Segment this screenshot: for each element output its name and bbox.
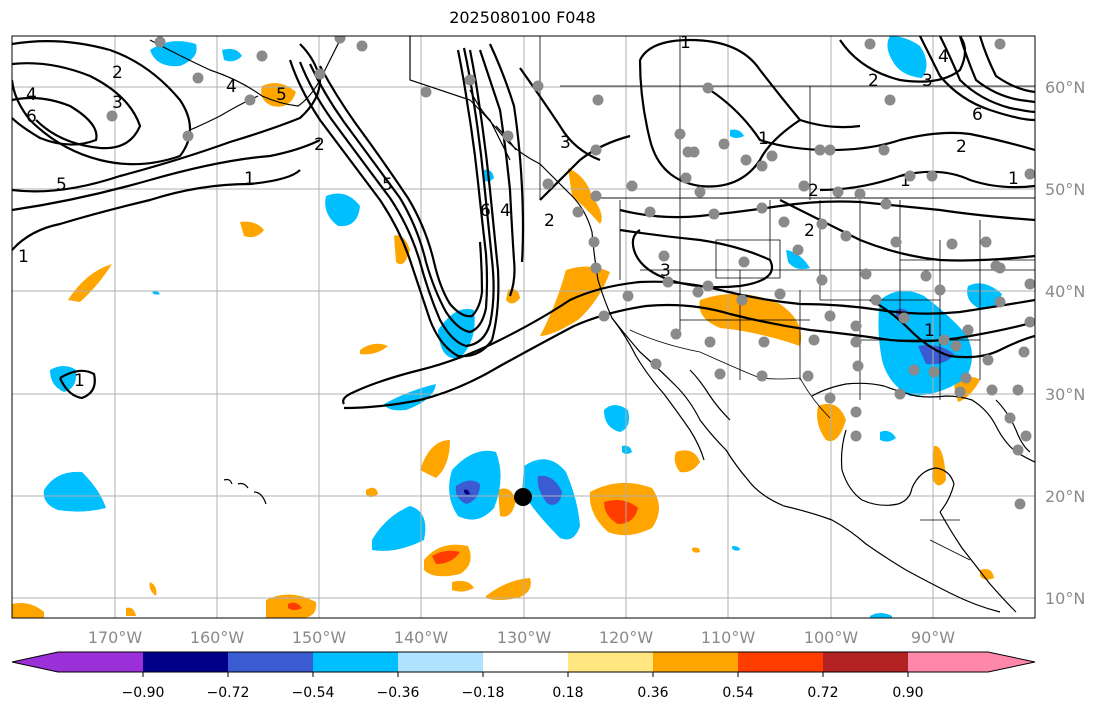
lat-tick-label: 20°N <box>1045 487 1085 506</box>
contour-label: 1 <box>18 247 29 267</box>
colorbar-segment <box>313 652 398 672</box>
contour-label: 2 <box>544 211 555 231</box>
lat-tick-label: 40°N <box>1045 282 1085 301</box>
contour-label: 4 <box>226 77 237 97</box>
contour-label: 3 <box>660 261 671 281</box>
colorbar-tick-label: −0.54 <box>292 685 335 701</box>
lon-tick-label: 120°W <box>599 628 654 647</box>
colorbar-segment <box>568 652 653 672</box>
colorbar-segment <box>58 652 143 672</box>
contour-label: 4 <box>26 85 37 105</box>
contour-label: 4 <box>500 201 511 221</box>
colorbar-segment <box>143 652 228 672</box>
contour-label: 3 <box>560 133 571 153</box>
colorbar-segment <box>12 652 58 672</box>
contour-label: 2 <box>868 71 879 91</box>
colorbar-segment <box>228 652 313 672</box>
contour-label: 5 <box>276 85 287 105</box>
contour-label: 4 <box>938 47 949 67</box>
colorbar-segment <box>988 652 1035 672</box>
lon-tick-label: 130°W <box>497 628 552 647</box>
lat-tick-label: 10°N <box>1045 589 1085 608</box>
colorbar-segment <box>483 652 568 672</box>
storm-center-marker <box>514 488 532 506</box>
lat-tick-label: 30°N <box>1045 385 1085 404</box>
contour-label: 6 <box>26 107 37 127</box>
lon-tick-label: 140°W <box>394 628 449 647</box>
contour-labels: 2 4 3 6 5 1 5 2 4 5 1 1 6 4 2 3 1 2 2 3 … <box>18 33 1019 391</box>
colorbar-segment <box>908 652 988 672</box>
colorbar-tick-label: −0.18 <box>462 685 505 701</box>
contour-label: 2 <box>314 135 325 155</box>
map-title: 2025080100 F048 <box>449 8 596 27</box>
map-border <box>11 35 1036 619</box>
lon-tick-label: 90°W <box>911 628 955 647</box>
contour-label: 2 <box>956 137 967 157</box>
lon-tick-label: 100°W <box>804 628 859 647</box>
contour-label: 1 <box>244 169 255 189</box>
colorbar-segment <box>738 652 823 672</box>
colorbar-tick-label: −0.90 <box>122 685 165 701</box>
station-markers <box>106 36 1035 510</box>
contour-label: 2 <box>808 181 819 201</box>
contour-label: 2 <box>804 221 815 241</box>
colorbar-tick-label: 0.54 <box>722 685 753 701</box>
longitude-labels: 170°W 160°W 150°W 140°W 130°W 120°W 110°… <box>88 628 955 647</box>
contour-label: 1 <box>900 171 911 191</box>
lon-tick-label: 170°W <box>88 628 143 647</box>
contour-lines <box>12 36 1035 410</box>
colorbar-tick-label: 0.72 <box>807 685 838 701</box>
lat-tick-label: 60°N <box>1045 78 1085 97</box>
contour-label: 1 <box>758 129 769 149</box>
contour-label: 1 <box>1008 169 1019 189</box>
contour-label: 1 <box>924 321 935 341</box>
colorbar-segment <box>653 652 738 672</box>
lon-tick-label: 160°W <box>190 628 245 647</box>
contour-label: 6 <box>972 105 983 125</box>
lat-tick-label: 50°N <box>1045 180 1085 199</box>
colorbar-segment <box>823 652 908 672</box>
colorbar-tick-label: 0.36 <box>637 685 668 701</box>
colorbar-tick-label: 0.90 <box>892 685 923 701</box>
latitude-labels: 60°N 50°N 40°N 30°N 20°N 10°N <box>1045 78 1085 608</box>
political-borders <box>409 36 1035 561</box>
colorbar-outline <box>11 651 1036 673</box>
lon-tick-label: 110°W <box>701 628 756 647</box>
colorbar-tick-label: −0.36 <box>377 685 420 701</box>
colorbar-tick-label: −0.72 <box>207 685 250 701</box>
contour-label: 3 <box>922 71 933 91</box>
colorbar-segment <box>398 652 483 672</box>
contour-label: 3 <box>112 93 123 113</box>
contour-label: 6 <box>480 201 491 221</box>
colorbar: −0.90 −0.72 −0.54 −0.36 −0.18 0.18 0.36 … <box>11 651 1036 701</box>
contour-label: 1 <box>74 371 85 391</box>
contour-label: 1 <box>680 33 691 53</box>
contour-label: 5 <box>382 175 393 195</box>
lon-tick-label: 150°W <box>292 628 347 647</box>
contour-label: 5 <box>56 175 67 195</box>
colorbar-tick-label: 0.18 <box>552 685 583 701</box>
anomaly-shading <box>12 36 1002 618</box>
contour-label: 2 <box>112 63 123 83</box>
